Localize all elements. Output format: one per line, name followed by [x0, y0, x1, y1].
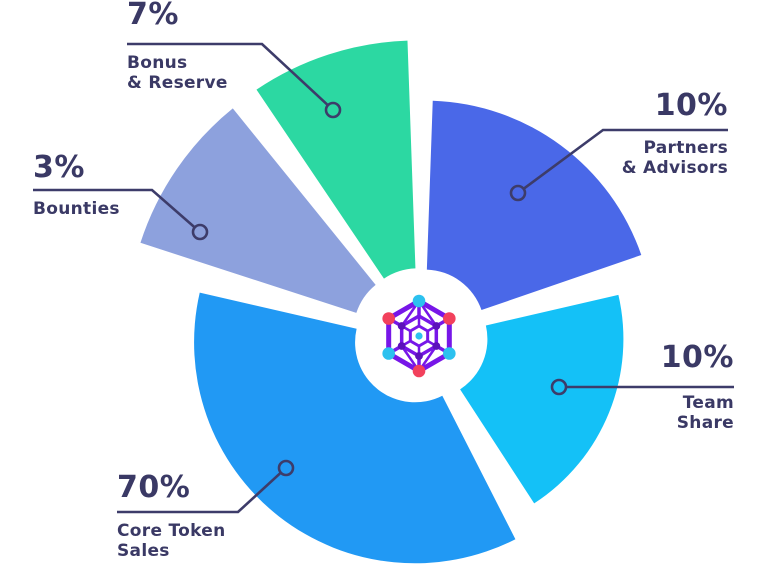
leader-line-bonus-reserve: [127, 42, 329, 107]
callout-label-bounties: Bounties: [33, 199, 120, 219]
logo-node: [443, 312, 456, 325]
leader-line-core-token-sales: [117, 471, 282, 514]
slice-partners-advisors[interactable]: [426, 100, 642, 311]
callout-pct-team-share: 10%: [660, 340, 734, 375]
logo-node: [443, 347, 456, 360]
leader-line-bounties: [33, 188, 196, 229]
leader-line-partners-advisors: [522, 128, 728, 190]
slice-bonus-reserve[interactable]: [256, 40, 416, 279]
leader-dot-core-token-sales: [277, 459, 295, 477]
slice-bounties[interactable]: [140, 108, 376, 313]
leader-dot-bonus-reserve: [324, 101, 342, 119]
callout-pct-bonus-reserve: 7%: [127, 0, 179, 32]
callout-pct-core-token-sales: 70%: [117, 470, 191, 505]
logo-node: [412, 294, 426, 308]
logo-center-node: [415, 332, 423, 340]
logo-node: [397, 322, 406, 330]
callout-label-core-token-sales: Core Token Sales: [117, 521, 226, 561]
logo-node: [412, 364, 426, 378]
logo-node: [432, 322, 441, 330]
leader-dot-partners-advisors: [509, 184, 527, 202]
callout-label-bonus-reserve: Bonus & Reserve: [127, 53, 228, 93]
logo-node: [382, 312, 395, 325]
slice-core-token-sales[interactable]: [194, 292, 516, 564]
logo-node: [397, 342, 406, 350]
callout-pct-partners-advisors: 10%: [654, 88, 728, 123]
callout-label-partners-advisors: Partners & Advisors: [621, 138, 728, 178]
slice-team-share[interactable]: [460, 294, 624, 504]
logo-node: [432, 342, 441, 350]
logo-node: [382, 347, 395, 360]
logo-node: [415, 352, 423, 360]
callout-pct-bounties: 3%: [33, 150, 85, 185]
leader-dot-bounties: [191, 223, 209, 241]
leader-dot-team-share: [550, 378, 568, 396]
callout-label-team-share: Team Share: [676, 393, 734, 433]
